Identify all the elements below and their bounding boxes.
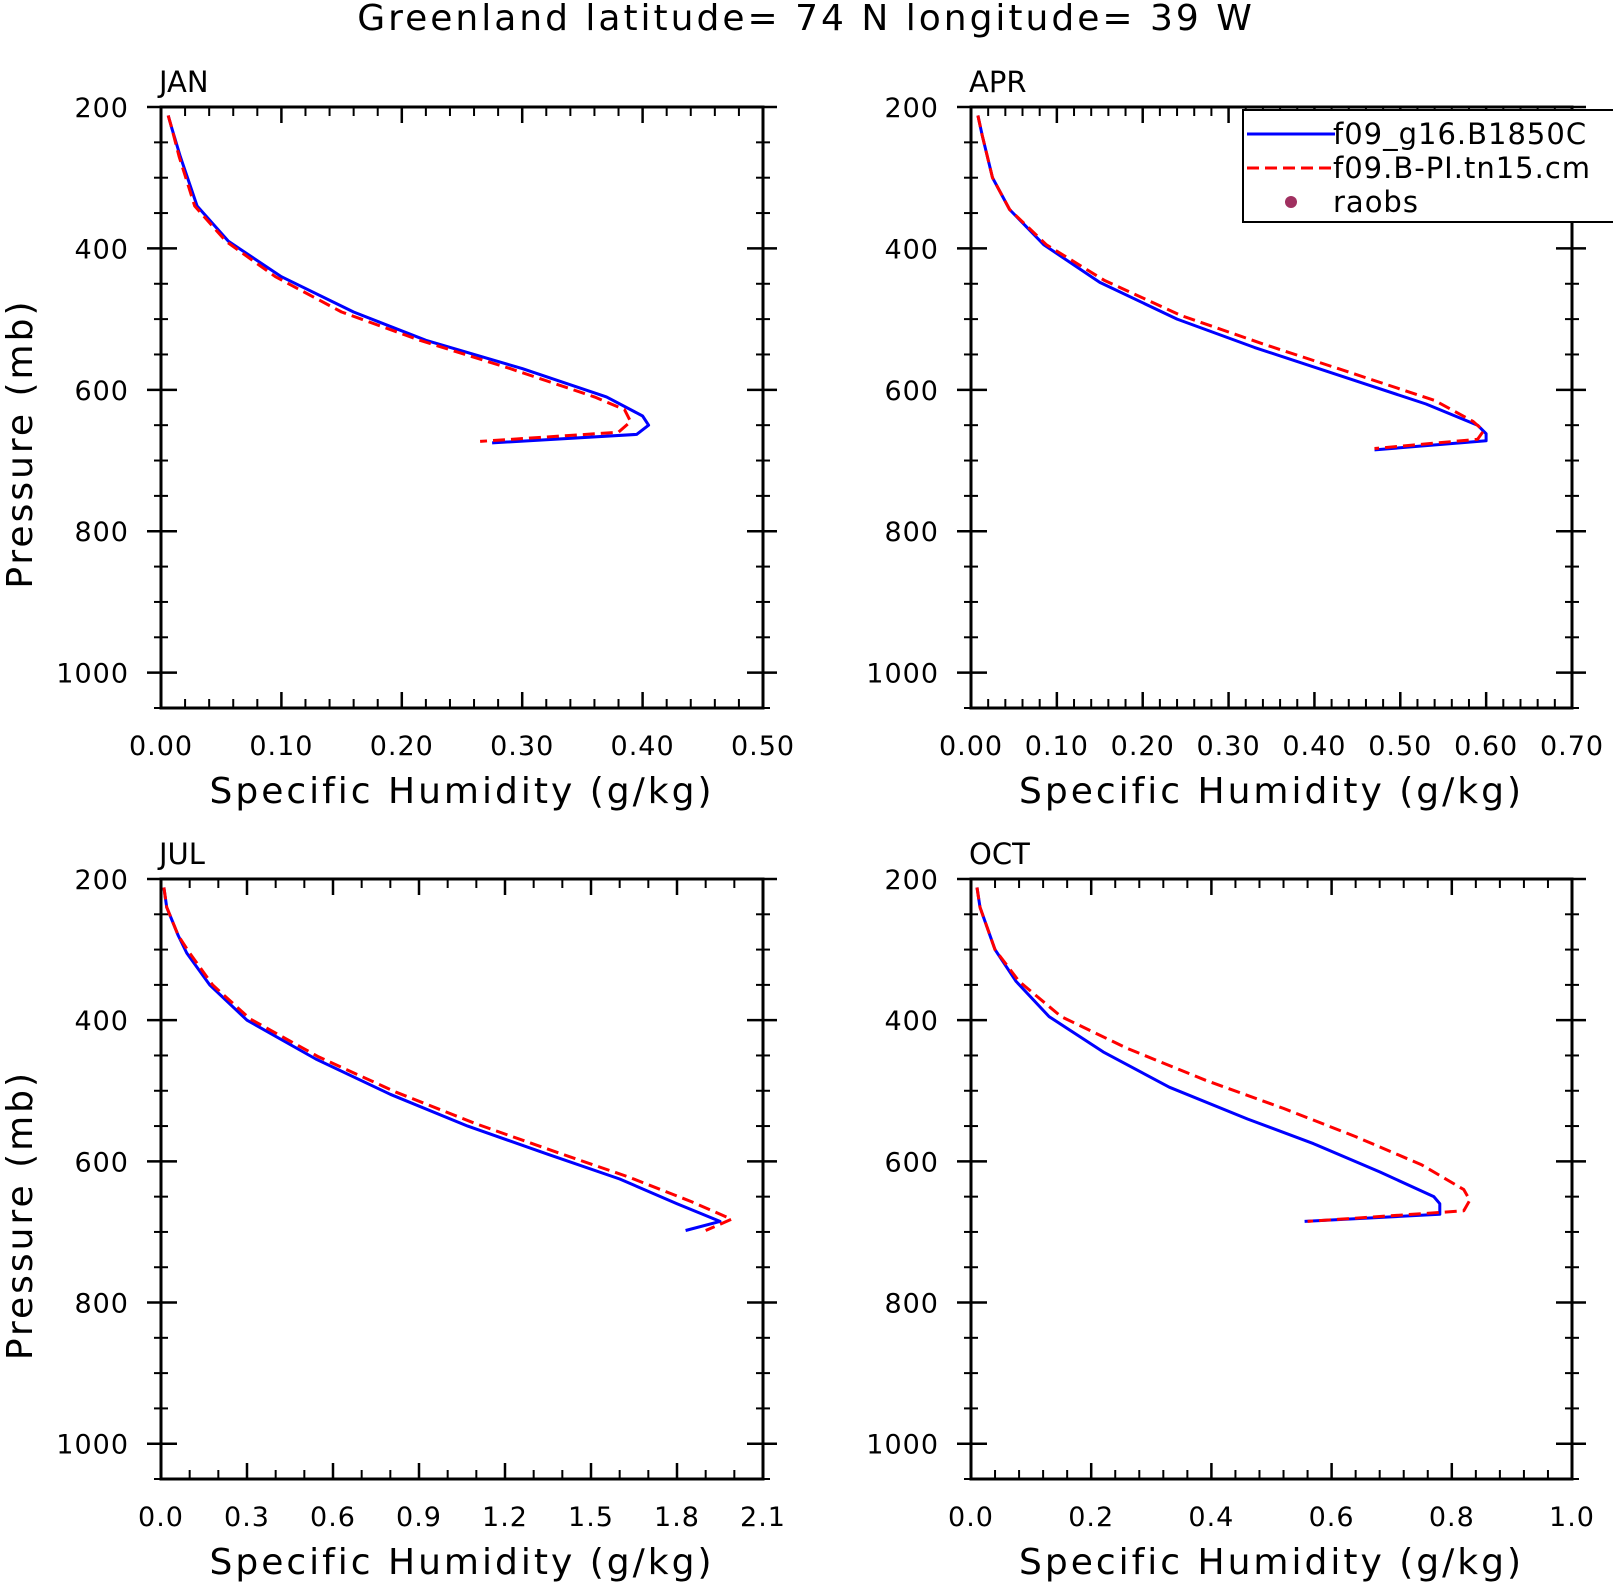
legend-label: f09.B-PI.tn15.cm (1333, 151, 1591, 185)
series-line-f09-g16-b1850c (976, 115, 1488, 452)
x-tick-label: 0.20 (1111, 731, 1175, 762)
x-tick-label: 0.10 (249, 731, 313, 762)
y-tick-label: 800 (884, 517, 939, 548)
panel-label: JAN (157, 65, 209, 99)
legend-box (1242, 109, 1613, 223)
x-tick-label: 0.50 (1368, 731, 1432, 762)
plot-frame (969, 105, 1574, 710)
series-line-f09-b-pi-tn15-cm (976, 115, 1486, 450)
y-tick-label: 400 (74, 1006, 129, 1037)
panel-jul: JUL 0.0 0.3 0.6 0.9 1.2 1.5 1.8 2.1 200 400 600 800 1… (0, 837, 786, 1583)
series-line-f09-g16-b1850c (162, 887, 722, 1232)
y-tick-label: 1000 (866, 1430, 939, 1461)
legend-label: raobs (1333, 185, 1419, 219)
x-tick-label: 0.0 (138, 1502, 184, 1533)
y-tick-label: 200 (884, 865, 939, 896)
y-tick-label: 800 (74, 517, 129, 548)
y-axis-label: Pressure (mb) (0, 298, 41, 588)
x-tick-label: 0.4 (1188, 1502, 1234, 1533)
plot-frame (969, 877, 1574, 1481)
legend-marker-raobs (1285, 196, 1297, 208)
x-tick-label: 0.70 (1540, 731, 1604, 762)
x-axis-label: Specific Humidity (g/kg) (209, 771, 714, 812)
x-tick-label: 1.5 (568, 1502, 614, 1533)
x-axis-label: Specific Humidity (g/kg) (1019, 1542, 1524, 1583)
panel-label: OCT (969, 837, 1030, 871)
y-tick-label: 600 (884, 376, 939, 407)
y-tick-label: 200 (74, 865, 129, 896)
y-tick-label: 1000 (866, 659, 939, 690)
x-tick-label: 0.8 (1429, 1502, 1475, 1533)
series-line-f09-b-pi-tn15-cm (162, 887, 733, 1232)
y-tick-label: 800 (884, 1289, 939, 1320)
x-tick-label: 0.40 (1282, 731, 1346, 762)
y-tick-label: 200 (884, 93, 939, 124)
y-tick-label: 400 (74, 234, 129, 265)
y-tick-label: 200 (74, 93, 129, 124)
x-tick-label: 0.10 (1025, 731, 1089, 762)
series-line-f09-b-pi-tn15-cm (975, 887, 1472, 1223)
x-tick-label: 0.3 (224, 1502, 270, 1533)
y-tick-label: 600 (884, 1147, 939, 1178)
legend-label: f09_g16.B1850C (1333, 117, 1587, 151)
panel-label: JUL (157, 837, 205, 871)
x-tick-label: 0.50 (731, 731, 795, 762)
x-tick-label: 0.40 (611, 731, 675, 762)
x-tick-label: 0.30 (490, 731, 554, 762)
plot-frame (159, 877, 765, 1481)
y-tick-label: 1000 (56, 1430, 129, 1461)
x-tick-label: 0.30 (1197, 731, 1261, 762)
series-line-f09-g16-b1850c (166, 115, 651, 445)
x-tick-label: 1.8 (654, 1502, 700, 1533)
chart-title: Greenland latitude= 74 N longitude= 39 W (357, 0, 1255, 39)
series-line-f09-g16-b1850c (975, 887, 1442, 1223)
y-tick-label: 400 (884, 234, 939, 265)
x-tick-label: 0.00 (939, 731, 1003, 762)
y-axis-label: Pressure (mb) (0, 1070, 41, 1360)
x-tick-label: 0.20 (370, 731, 434, 762)
x-tick-label: 0.00 (129, 731, 193, 762)
y-tick-label: 400 (884, 1006, 939, 1037)
x-tick-label: 0.6 (1309, 1502, 1355, 1533)
y-tick-label: 600 (74, 1147, 129, 1178)
series-line-f09-b-pi-tn15-cm (166, 115, 633, 443)
y-tick-label: 1000 (56, 659, 129, 690)
x-tick-label: 0.6 (310, 1502, 356, 1533)
x-tick-label: 0.2 (1068, 1502, 1114, 1533)
x-tick-label: 0.9 (396, 1502, 442, 1533)
x-tick-label: 0.60 (1454, 731, 1518, 762)
panel-jan: JAN 0.00 0.10 0.20 0.30 0.40 0.50 200 400 600 800 1… (0, 65, 795, 812)
panel-oct: OCT 0.0 0.2 0.4 0.6 0.8 1.0 200 400 600 800 1000 Spe… (866, 837, 1595, 1583)
x-tick-label: 0.0 (948, 1502, 994, 1533)
plot-frame (159, 105, 765, 710)
y-tick-label: 800 (74, 1289, 129, 1320)
panel-label: APR (969, 65, 1026, 99)
y-tick-label: 600 (74, 376, 129, 407)
x-tick-label: 1.0 (1549, 1502, 1595, 1533)
x-tick-label: 2.1 (740, 1502, 786, 1533)
x-axis-label: Specific Humidity (g/kg) (209, 1542, 714, 1583)
x-tick-label: 1.2 (482, 1502, 528, 1533)
x-axis-label: Specific Humidity (g/kg) (1019, 771, 1524, 812)
panels: JAN 0.00 0.10 0.20 0.30 0.40 0.50 200 400 600 800 1… (0, 65, 1604, 1583)
